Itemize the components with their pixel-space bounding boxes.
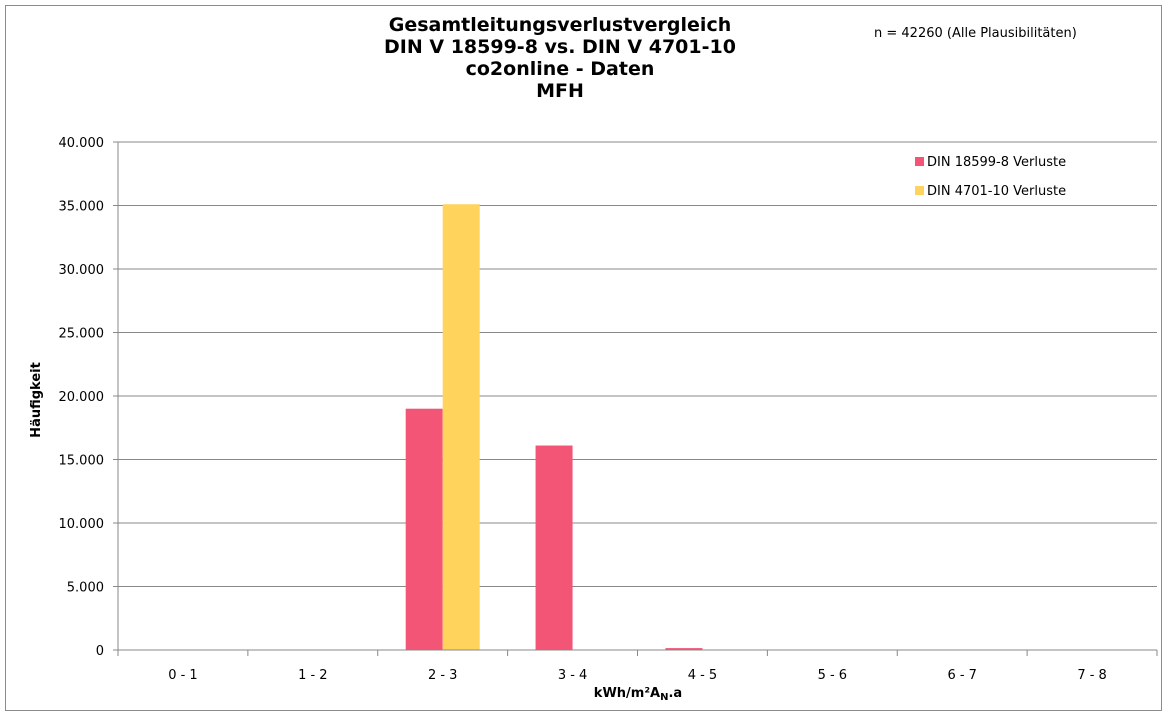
y-tick-label: 20.000 <box>59 390 105 405</box>
chart-title-line-3: co2online - Daten <box>465 58 655 80</box>
legend: DIN 18599-8 Verluste DIN 4701-10 Verluste <box>915 155 1066 199</box>
y-tick-label: 30.000 <box>59 263 105 278</box>
sample-size-note: n = 42260 (Alle Plausibilitäten) <box>874 26 1077 41</box>
legend-label: DIN 18599-8 Verluste <box>927 155 1066 170</box>
x-tick-label: 4 - 5 <box>688 668 718 683</box>
x-tick-label: 2 - 3 <box>428 668 458 683</box>
y-tick-label: 0 <box>96 644 104 659</box>
y-tick-label: 40.000 <box>59 136 105 151</box>
x-tick-label: 1 - 2 <box>298 668 328 683</box>
y-tick-label: 35.000 <box>59 200 105 215</box>
bar-1-2-3 <box>405 408 443 650</box>
gridlines <box>113 141 1157 651</box>
axes <box>117 142 1158 656</box>
x-tick-label: 7 - 8 <box>1077 668 1107 683</box>
x-tick-label: 3 - 4 <box>558 668 588 683</box>
x-tick-labels: 0 - 1 1 - 2 2 - 3 3 - 4 4 - 5 5 - 6 6 - 7 7 - 8 <box>168 668 1107 683</box>
bar-1-4-5 <box>665 648 703 650</box>
chart-title-line-1: Gesamtleitungsverlustvergleich <box>388 14 732 36</box>
x-axis-label: kWh/m²AN.a <box>594 686 682 703</box>
y-tick-labels: 0 5.000 10.000 15.000 20.000 25.000 30.000 35.0… <box>59 136 105 659</box>
bar-1-3-4 <box>535 445 573 650</box>
chart-frame <box>5 5 1162 711</box>
x-tick-label: 5 - 6 <box>818 668 848 683</box>
legend-swatch <box>915 186 924 195</box>
legend-swatch <box>915 157 924 166</box>
y-tick-label: 15.000 <box>59 454 105 469</box>
y-tick-label: 5.000 <box>67 581 104 596</box>
y-tick-label: 10.000 <box>59 517 105 532</box>
y-tick-label: 25.000 <box>59 327 105 342</box>
chart-title: Gesamtleitungsverlustvergleich DIN V 185… <box>300 14 820 102</box>
y-axis-label: Häufigkeit <box>29 362 44 438</box>
bar-2-2-3 <box>442 204 480 651</box>
x-tick-label: 6 - 7 <box>947 668 977 683</box>
bars <box>405 204 703 651</box>
legend-label: DIN 4701-10 Verluste <box>927 184 1066 199</box>
chart-title-line-4: MFH <box>536 80 584 102</box>
x-tick-label: 0 - 1 <box>168 668 198 683</box>
chart-title-line-2: DIN V 18599-8 vs. DIN V 4701-10 <box>384 36 736 58</box>
